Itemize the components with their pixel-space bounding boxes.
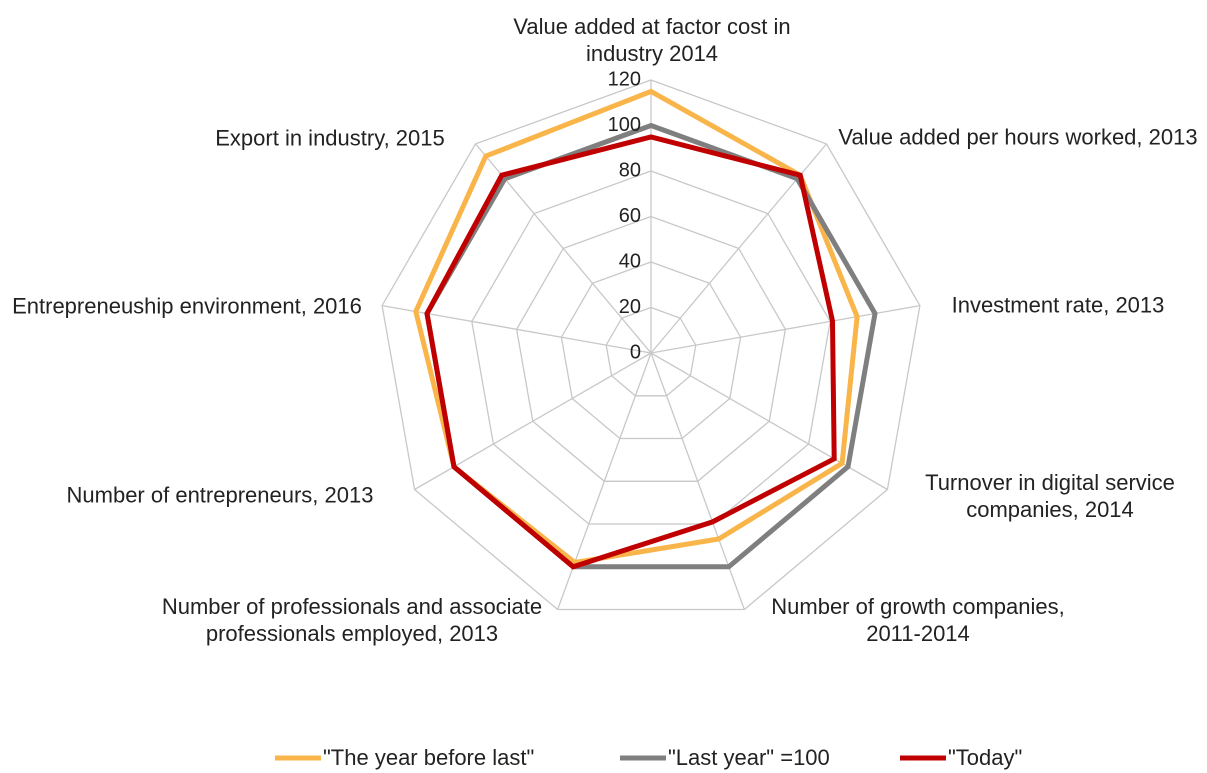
spoke — [414, 352, 652, 491]
category-label: Turnover in digital service companies, 2… — [925, 470, 1175, 522]
category-label: Entrepreneuship environment, 2016 — [12, 293, 362, 319]
legend-label: "The year before last" — [323, 745, 534, 770]
series-line — [413, 88, 860, 566]
tick-label: 0 — [630, 341, 641, 363]
spoke — [650, 304, 920, 354]
category-label: Number of growth companies, 2011-2014 — [771, 594, 1065, 646]
grid-ring — [605, 306, 697, 397]
category-label: Number of professionals and associate pr… — [161, 594, 543, 646]
series-line — [424, 134, 837, 570]
tick-label: 120 — [608, 68, 641, 90]
grid-ring — [560, 261, 742, 440]
tick-label: 80 — [619, 159, 641, 181]
tick-label: 60 — [619, 205, 641, 227]
category-label: Value added at factor cost in industry 2… — [513, 14, 791, 66]
category-label: Number of entrepreneurs, 2013 — [66, 482, 374, 508]
category-label: Value added per hours worked, 2013 — [838, 124, 1198, 150]
legend-label: "Last year" =100 — [668, 745, 830, 770]
tick-label: 40 — [619, 250, 641, 272]
category-label: Export in industry, 2015 — [215, 125, 445, 151]
tick-label: 100 — [608, 114, 641, 136]
grid-ring — [515, 215, 787, 482]
grid-ring — [381, 79, 921, 611]
category-label: Investment rate, 2013 — [951, 292, 1165, 318]
legend-label: "Today" — [948, 745, 1022, 770]
grid-ring — [471, 170, 831, 525]
tick-label: 20 — [619, 296, 641, 318]
